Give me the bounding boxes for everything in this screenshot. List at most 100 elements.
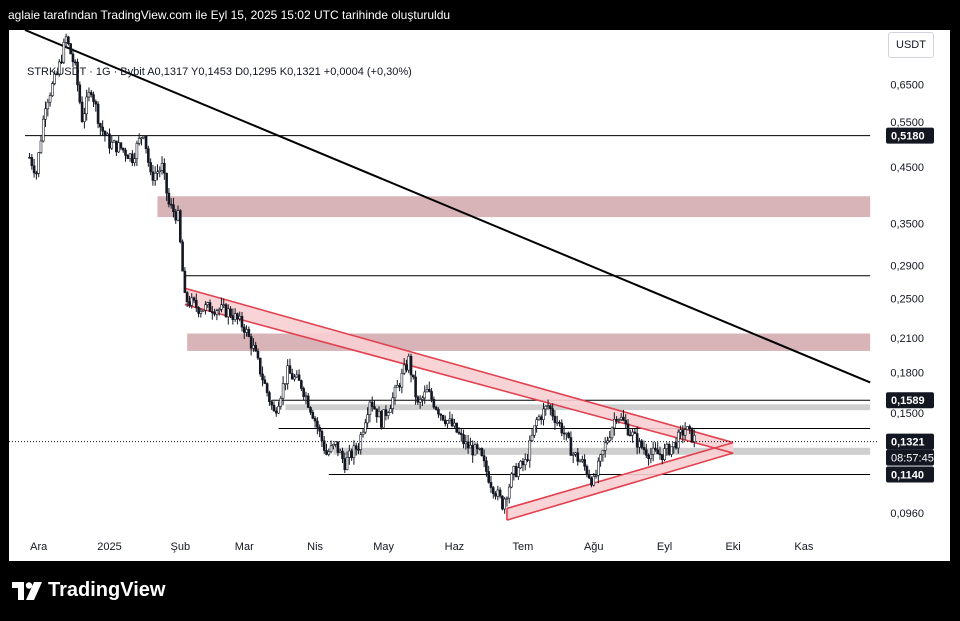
candle-body	[496, 489, 500, 497]
candle	[119, 142, 123, 151]
candle	[459, 427, 463, 442]
candle	[277, 401, 280, 414]
candle-body	[190, 297, 194, 306]
candle-body	[412, 374, 415, 378]
candle	[153, 166, 157, 186]
candle	[471, 440, 474, 463]
candle-body	[165, 172, 168, 194]
candle	[555, 415, 559, 426]
candle-body	[667, 443, 671, 455]
candle-body	[366, 414, 369, 424]
candle-body	[281, 383, 285, 399]
candle-body	[240, 315, 244, 328]
time-axis[interactable]: Ara 2025 Şub Mar Nis May Haz Tem Ağu Eyl Eki Kas	[30, 541, 814, 553]
chart-frame[interactable]: 0,75000,65000,55000,45000,35000,29000,25…	[9, 30, 950, 561]
candle	[329, 440, 333, 454]
candle	[309, 406, 312, 415]
candle	[656, 442, 660, 455]
chart-canvas[interactable]: 0,75000,65000,55000,45000,35000,29000,25…	[9, 30, 950, 561]
candle	[133, 152, 136, 167]
candle-body	[622, 416, 625, 421]
candle-body	[510, 473, 513, 488]
candle-body	[414, 376, 417, 398]
candle-body	[149, 162, 152, 173]
candle-body	[268, 392, 271, 402]
candle-body	[658, 453, 662, 456]
candle	[400, 368, 404, 394]
candle-body	[252, 344, 255, 349]
candle-body	[293, 376, 296, 380]
candle-body	[112, 140, 116, 143]
candle	[587, 469, 591, 480]
candle	[290, 368, 294, 380]
candle-body	[297, 374, 301, 381]
candle	[455, 422, 459, 434]
candle-body	[576, 452, 580, 462]
y-tick-label: 0,4500	[890, 162, 924, 174]
candle	[430, 388, 433, 403]
candle-body	[523, 459, 527, 466]
candle-body	[195, 300, 198, 308]
currency-button[interactable]: USDT	[888, 32, 934, 58]
candle-body	[649, 453, 653, 460]
candle	[629, 429, 632, 437]
brand-name: TradingView	[48, 579, 166, 601]
candle	[382, 409, 385, 428]
candle	[28, 152, 31, 159]
candle-body	[517, 467, 520, 477]
candle-body	[377, 411, 381, 418]
price-axis[interactable]: 0,75000,65000,55000,45000,35000,29000,25…	[886, 48, 934, 520]
candle-body	[343, 458, 347, 470]
candle-body	[279, 397, 283, 407]
candle	[165, 172, 168, 201]
candle	[533, 425, 536, 438]
candle	[469, 437, 472, 449]
candle-body	[375, 408, 379, 418]
candle	[332, 443, 335, 450]
candle-body	[555, 421, 559, 424]
candle-body	[274, 410, 278, 414]
candle-body	[644, 449, 648, 456]
candle-body	[482, 455, 486, 462]
x-tick-label: May	[373, 541, 394, 553]
candle-body	[441, 414, 445, 421]
candle	[526, 453, 529, 463]
price-label-text: 0,1589	[891, 395, 925, 407]
candle-body	[89, 92, 93, 96]
candle	[87, 87, 91, 102]
candle	[48, 92, 52, 107]
candle	[201, 309, 205, 312]
candle-body	[471, 445, 474, 456]
candle	[485, 456, 488, 477]
candle-body	[391, 397, 395, 409]
candle-body	[437, 409, 440, 415]
candle	[576, 448, 580, 466]
candle-body	[302, 388, 305, 398]
candle	[487, 465, 490, 484]
candle	[610, 426, 614, 441]
candle-body	[457, 431, 461, 434]
candle	[124, 147, 127, 162]
candle-body	[642, 447, 646, 450]
candle-body	[542, 408, 545, 420]
candle-body	[101, 126, 104, 132]
candle	[581, 455, 584, 463]
candle	[633, 428, 637, 435]
x-tick-label: Eyl	[657, 541, 672, 553]
candle	[366, 407, 369, 428]
symbol-info[interactable]: STRKUSDT · 1G · Bybit A0,1317 Y0,1453 D0…	[27, 66, 412, 78]
candle	[644, 443, 648, 459]
candle-body	[455, 422, 459, 433]
candle-body	[635, 433, 639, 448]
candle-body	[231, 315, 235, 320]
candle-body	[551, 408, 554, 417]
triangle-upper-inner-line	[184, 303, 734, 454]
candle	[190, 293, 194, 309]
candle-body	[581, 459, 584, 462]
candle	[670, 446, 673, 458]
candle	[626, 419, 630, 437]
x-tick-label: 2025	[97, 541, 121, 553]
candle	[622, 409, 625, 422]
candle-body	[176, 210, 180, 221]
candle-body	[261, 373, 264, 381]
